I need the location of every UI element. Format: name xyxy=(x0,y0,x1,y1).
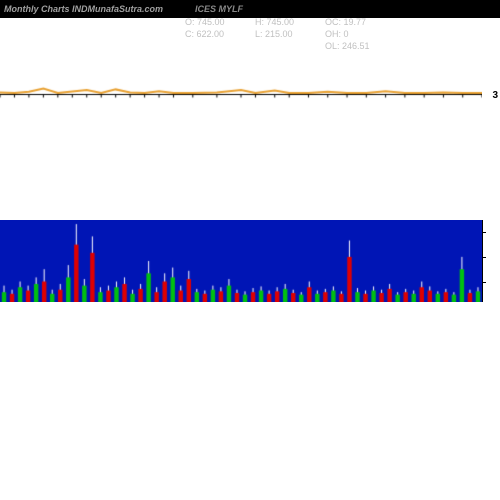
price-line-chart xyxy=(0,78,482,108)
info-C: C: 622.00 xyxy=(185,28,255,40)
volume-axis-box xyxy=(482,220,500,302)
info-grid: O: 745.00H: 745.00OC: 19.77 C: 622.00L: 2… xyxy=(185,16,395,52)
info-OH: OH: 0 xyxy=(325,28,395,40)
info-blank xyxy=(185,40,255,52)
price-axis-label: 3 xyxy=(492,90,498,101)
info-blank xyxy=(255,40,325,52)
volume-candlestick-chart xyxy=(0,220,482,302)
info-O: O: 745.00 xyxy=(185,16,255,28)
info-OL: OL: 246.51 xyxy=(325,40,395,52)
header-title: Monthly Charts INDMunafaSutra.com xyxy=(4,0,163,18)
info-L: L: 215.00 xyxy=(255,28,325,40)
info-OC: OC: 19.77 xyxy=(325,16,395,28)
info-H: H: 745.00 xyxy=(255,16,325,28)
chart-root: Monthly Charts INDMunafaSutra.comICES MY… xyxy=(0,0,500,18)
